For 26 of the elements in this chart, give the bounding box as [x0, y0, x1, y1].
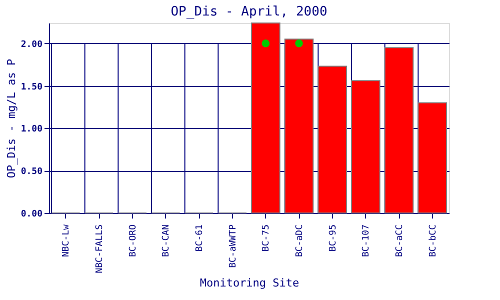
x-tick-label: BC-107 — [362, 224, 372, 258]
x-tick-label: BC-61 — [195, 224, 205, 252]
x-tick-label: BC-CAN — [162, 224, 172, 258]
bar — [384, 47, 414, 214]
y-tick-label: 2.00 — [20, 40, 42, 50]
x-tick-label: BC-bCC — [428, 224, 438, 258]
x-tick-label: BC-aWWTP — [228, 224, 238, 268]
y-axis-title: OP_Dis - mg/L as P — [4, 58, 18, 178]
x-tick-label: BC-95 — [328, 224, 338, 252]
bar — [418, 102, 447, 214]
y-tick-label: 0.00 — [20, 210, 42, 220]
x-tick-label: NBC-Lw — [62, 224, 72, 258]
x-tick-label: BC-ORO — [128, 224, 138, 258]
x-tick-label: BC-75 — [262, 224, 272, 252]
chart-title: OP_Dis - April, 2000 — [170, 4, 328, 20]
y-tick-label: 1.50 — [20, 82, 42, 92]
x-tick-label: BC-aDC — [295, 224, 305, 258]
bar — [251, 22, 280, 214]
x-axis-title: Monitoring Site — [200, 276, 300, 290]
x-tick-label: NBC-FALLS — [95, 224, 105, 274]
x-tick-label: BC-aCC — [395, 224, 405, 258]
y-tick-label: 0.50 — [20, 167, 42, 178]
bar — [284, 38, 314, 214]
bar — [318, 66, 347, 214]
bar — [351, 80, 380, 214]
y-tick-label: 1.00 — [20, 124, 42, 135]
